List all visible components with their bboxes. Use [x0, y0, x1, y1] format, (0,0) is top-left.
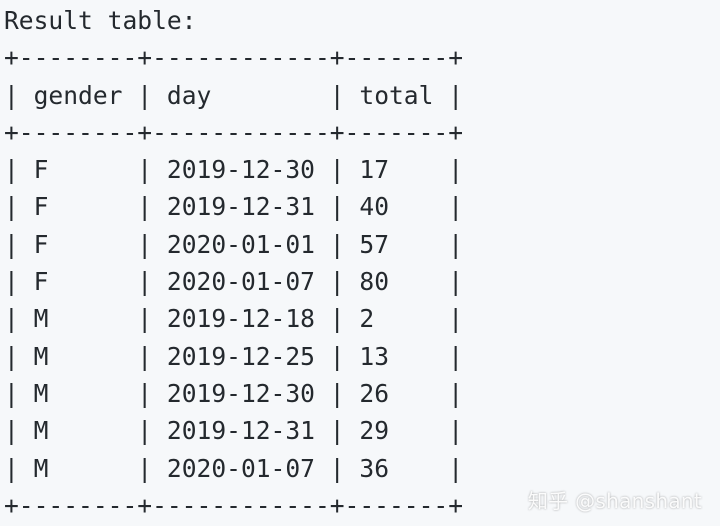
cell-total: 29 [359, 416, 390, 446]
cell-day: 2019-12-30 [166, 155, 315, 185]
cell-gender: M [33, 304, 49, 334]
table-row: | F | 2020-01-01 | 57 | [4, 229, 464, 259]
cell-gender: M [33, 416, 49, 446]
cell-total: 17 [359, 155, 390, 185]
cell-day: 2019-12-31 [166, 192, 315, 222]
cell-day: 2020-01-07 [166, 267, 315, 297]
table-row: | F | 2019-12-31 | 40 | [4, 192, 464, 222]
cell-gender: F [33, 229, 49, 259]
cell-day: 2019-12-30 [166, 378, 315, 408]
cell-total: 2 [359, 304, 375, 334]
header-gender: gender [33, 80, 123, 110]
header-day: day [166, 80, 212, 110]
table-row: | M | 2020-01-07 | 36 | [4, 453, 464, 483]
cell-total: 26 [359, 378, 390, 408]
cell-gender: F [33, 155, 49, 185]
cell-total: 13 [359, 341, 390, 371]
table-border-top: +--------+------------+-------+ [4, 43, 464, 73]
watermark: 知乎 @shanshant [527, 489, 702, 513]
table-row: | M | 2019-12-30 | 26 | [4, 378, 464, 408]
table-header-row: | gender | day | total | [4, 80, 464, 110]
cell-total: 57 [359, 229, 390, 259]
cell-gender: M [33, 341, 49, 371]
cell-day: 2020-01-01 [166, 229, 315, 259]
result-caption: Result table: [4, 6, 197, 35]
table-row: | M | 2019-12-18 | 2 | [4, 304, 464, 334]
cell-total: 40 [359, 192, 390, 222]
cell-gender: M [33, 453, 49, 483]
cell-day: 2019-12-25 [166, 341, 315, 371]
table-border-bottom: +--------+------------+-------+ [4, 490, 464, 520]
cell-day: 2020-01-07 [166, 453, 315, 483]
table-row: | F | 2019-12-30 | 17 | [4, 155, 464, 185]
cell-day: 2019-12-18 [166, 304, 315, 334]
table-row: | M | 2019-12-31 | 29 | [4, 416, 464, 446]
table-row: | M | 2019-12-25 | 13 | [4, 341, 464, 371]
table-row: | F | 2020-01-07 | 80 | [4, 267, 464, 297]
cell-total: 36 [359, 453, 390, 483]
cell-gender: F [33, 192, 49, 222]
cell-day: 2019-12-31 [166, 416, 315, 446]
cell-total: 80 [359, 267, 390, 297]
header-total: total [359, 80, 434, 110]
result-table-block: Result table: +--------+------------+----… [4, 2, 463, 524]
table-border-header: +--------+------------+-------+ [4, 117, 464, 147]
cell-gender: M [33, 378, 49, 408]
cell-gender: F [33, 267, 49, 297]
